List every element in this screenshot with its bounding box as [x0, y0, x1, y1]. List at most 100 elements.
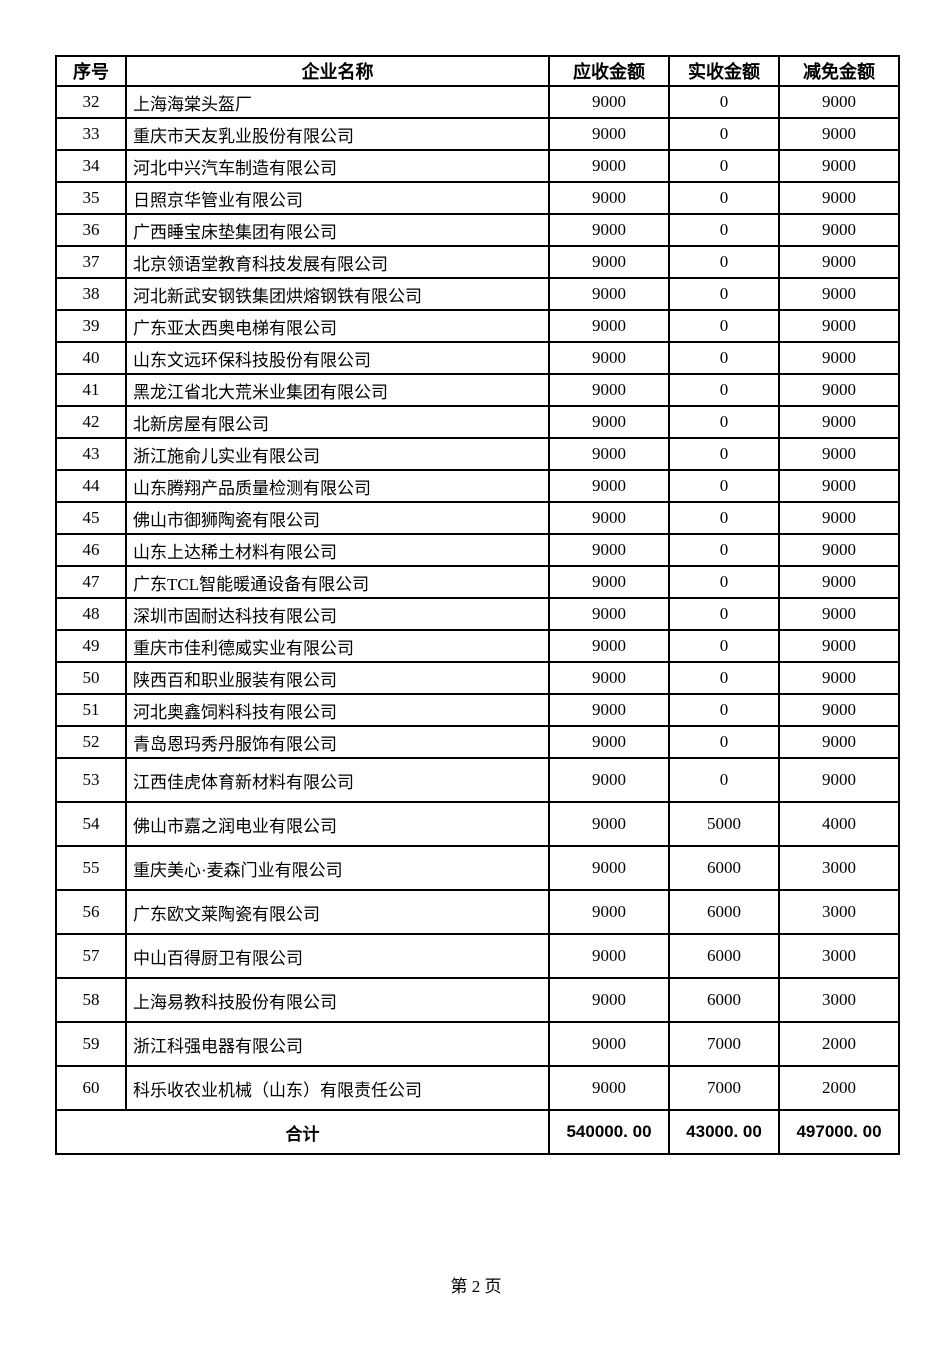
row-number: 39 — [55, 309, 127, 343]
receivable-amount: 9000 — [548, 889, 670, 935]
company-name: 黑龙江省北大荒米业集团有限公司 — [125, 373, 550, 407]
received-amount: 0 — [668, 245, 780, 279]
company-name: 日照京华管业有限公司 — [125, 181, 550, 215]
receivable-amount: 9000 — [548, 309, 670, 343]
company-name: 广西睡宝床垫集团有限公司 — [125, 213, 550, 247]
receivable-amount: 9000 — [548, 469, 670, 503]
row-number: 32 — [55, 85, 127, 119]
receivable-amount: 9000 — [548, 845, 670, 891]
total-reduction: 497000. 00 — [778, 1109, 900, 1155]
header-no: 序号 — [55, 55, 127, 87]
received-amount: 7000 — [668, 1021, 780, 1067]
receivable-amount: 9000 — [548, 405, 670, 439]
company-name: 河北奥鑫饲料科技有限公司 — [125, 693, 550, 727]
reduction-amount: 9000 — [778, 437, 900, 471]
received-amount: 0 — [668, 565, 780, 599]
receivable-amount: 9000 — [548, 661, 670, 695]
received-amount: 0 — [668, 661, 780, 695]
reduction-amount: 9000 — [778, 597, 900, 631]
company-name: 重庆市天友乳业股份有限公司 — [125, 117, 550, 151]
table-row: 40 山东文远环保科技股份有限公司 9000 0 9000 — [55, 341, 900, 375]
receivable-amount: 9000 — [548, 693, 670, 727]
table-row: 45 佛山市御狮陶瓷有限公司 9000 0 9000 — [55, 501, 900, 535]
reduction-amount: 3000 — [778, 845, 900, 891]
reduction-amount: 9000 — [778, 341, 900, 375]
table-row: 55 重庆美心·麦森门业有限公司 9000 6000 3000 — [55, 845, 900, 891]
row-number: 44 — [55, 469, 127, 503]
header-row: 序号 企业名称 应收金额 实收金额 减免金额 — [55, 55, 900, 87]
fee-table: 序号 企业名称 应收金额 实收金额 减免金额 32 上海海棠头盔厂 9000 0… — [55, 55, 900, 1155]
company-name: 江西佳虎体育新材料有限公司 — [125, 757, 550, 803]
company-name: 浙江科强电器有限公司 — [125, 1021, 550, 1067]
reduction-amount: 9000 — [778, 373, 900, 407]
received-amount: 0 — [668, 629, 780, 663]
row-number: 45 — [55, 501, 127, 535]
table-row: 56 广东欧文莱陶瓷有限公司 9000 6000 3000 — [55, 889, 900, 935]
table-row: 36 广西睡宝床垫集团有限公司 9000 0 9000 — [55, 213, 900, 247]
reduction-amount: 9000 — [778, 245, 900, 279]
row-number: 54 — [55, 801, 127, 847]
row-number: 48 — [55, 597, 127, 631]
table-row: 37 北京领语堂教育科技发展有限公司 9000 0 9000 — [55, 245, 900, 279]
table-row: 60 科乐收农业机械（山东）有限责任公司 9000 7000 2000 — [55, 1065, 900, 1111]
received-amount: 5000 — [668, 801, 780, 847]
received-amount: 0 — [668, 213, 780, 247]
table-row: 38 河北新武安钢铁集团烘熔钢铁有限公司 9000 0 9000 — [55, 277, 900, 311]
company-name: 山东腾翔产品质量检测有限公司 — [125, 469, 550, 503]
received-amount: 6000 — [668, 889, 780, 935]
table-row: 49 重庆市佳利德威实业有限公司 9000 0 9000 — [55, 629, 900, 663]
company-name: 上海易教科技股份有限公司 — [125, 977, 550, 1023]
receivable-amount: 9000 — [548, 181, 670, 215]
table-row: 34 河北中兴汽车制造有限公司 9000 0 9000 — [55, 149, 900, 183]
reduction-amount: 9000 — [778, 85, 900, 119]
row-number: 47 — [55, 565, 127, 599]
received-amount: 0 — [668, 725, 780, 759]
reduction-amount: 9000 — [778, 181, 900, 215]
reduction-amount: 9000 — [778, 309, 900, 343]
table-row: 41 黑龙江省北大荒米业集团有限公司 9000 0 9000 — [55, 373, 900, 407]
received-amount: 0 — [668, 757, 780, 803]
company-name: 佛山市御狮陶瓷有限公司 — [125, 501, 550, 535]
company-name: 浙江施俞儿实业有限公司 — [125, 437, 550, 471]
company-name: 广东亚太西奥电梯有限公司 — [125, 309, 550, 343]
table-row: 57 中山百得厨卫有限公司 9000 6000 3000 — [55, 933, 900, 979]
table-row: 39 广东亚太西奥电梯有限公司 9000 0 9000 — [55, 309, 900, 343]
receivable-amount: 9000 — [548, 373, 670, 407]
company-name: 佛山市嘉之润电业有限公司 — [125, 801, 550, 847]
header-reduction-amount: 减免金额 — [778, 55, 900, 87]
reduction-amount: 9000 — [778, 469, 900, 503]
company-name: 广东TCL智能暖通设备有限公司 — [125, 565, 550, 599]
company-name: 重庆美心·麦森门业有限公司 — [125, 845, 550, 891]
total-receivable: 540000. 00 — [548, 1109, 670, 1155]
reduction-amount: 4000 — [778, 801, 900, 847]
reduction-amount: 9000 — [778, 405, 900, 439]
receivable-amount: 9000 — [548, 933, 670, 979]
total-received: 43000. 00 — [668, 1109, 780, 1155]
row-number: 42 — [55, 405, 127, 439]
receivable-amount: 9000 — [548, 501, 670, 535]
row-number: 35 — [55, 181, 127, 215]
row-number: 43 — [55, 437, 127, 471]
company-name: 中山百得厨卫有限公司 — [125, 933, 550, 979]
row-number: 55 — [55, 845, 127, 891]
table-row: 59 浙江科强电器有限公司 9000 7000 2000 — [55, 1021, 900, 1067]
table-body: 32 上海海棠头盔厂 9000 0 9000 33 重庆市天友乳业股份有限公司 … — [55, 85, 900, 1111]
receivable-amount: 9000 — [548, 277, 670, 311]
received-amount: 0 — [668, 341, 780, 375]
received-amount: 0 — [668, 533, 780, 567]
company-name: 深圳市固耐达科技有限公司 — [125, 597, 550, 631]
receivable-amount: 9000 — [548, 437, 670, 471]
receivable-amount: 9000 — [548, 629, 670, 663]
receivable-amount: 9000 — [548, 533, 670, 567]
table-row: 43 浙江施俞儿实业有限公司 9000 0 9000 — [55, 437, 900, 471]
total-row: 合计 540000. 00 43000. 00 497000. 00 — [55, 1109, 900, 1155]
table-row: 50 陕西百和职业服装有限公司 9000 0 9000 — [55, 661, 900, 695]
reduction-amount: 9000 — [778, 661, 900, 695]
page-number: 第 2 页 — [450, 1277, 502, 1296]
receivable-amount: 9000 — [548, 565, 670, 599]
table-row: 46 山东上达稀土材料有限公司 9000 0 9000 — [55, 533, 900, 567]
company-name: 广东欧文莱陶瓷有限公司 — [125, 889, 550, 935]
table-row: 51 河北奥鑫饲料科技有限公司 9000 0 9000 — [55, 693, 900, 727]
receivable-amount: 9000 — [548, 757, 670, 803]
reduction-amount: 2000 — [778, 1065, 900, 1111]
